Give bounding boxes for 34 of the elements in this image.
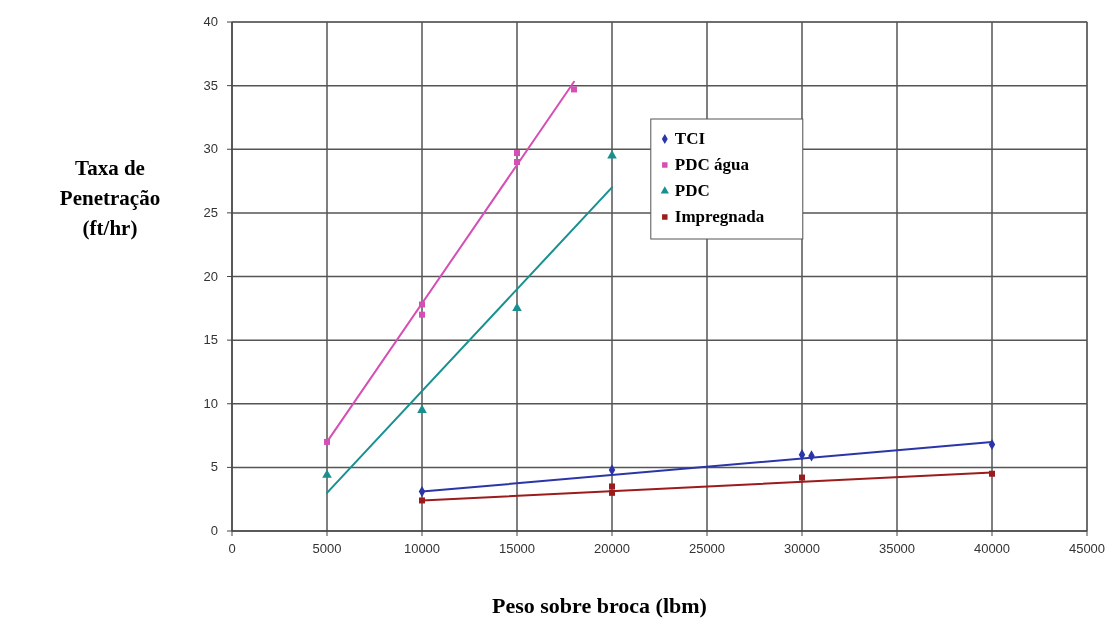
point xyxy=(799,474,805,481)
y-axis-title: Taxa de Penetração (ft/hr) xyxy=(59,156,161,240)
y-tick-label: 10 xyxy=(203,395,218,411)
point xyxy=(417,404,427,413)
legend-label: Impregnada xyxy=(674,207,765,226)
x-tick-label: 45000 xyxy=(1068,541,1106,556)
point xyxy=(419,311,425,318)
legend-label: TCI xyxy=(674,129,706,148)
legend-label: PDC água xyxy=(674,155,750,174)
x-tick-label: 5000 xyxy=(312,541,342,556)
x-tick-label: 30000 xyxy=(783,541,821,556)
point xyxy=(607,150,617,159)
point xyxy=(514,150,520,157)
y-tick-label: 35 xyxy=(203,77,218,93)
x-tick-label: 15000 xyxy=(498,541,536,556)
x-axis-title: Peso sobre broca (lbm) xyxy=(492,593,707,618)
x-tick-label: 40000 xyxy=(973,541,1011,556)
point xyxy=(571,86,577,93)
y-tick-label: 40 xyxy=(203,14,218,29)
x-tick-label: 10000 xyxy=(403,541,441,556)
point xyxy=(322,469,332,478)
y-tick-label: 15 xyxy=(203,332,218,348)
y-tick-label: 5 xyxy=(210,459,218,475)
y-tick-label: 25 xyxy=(203,204,218,220)
point xyxy=(609,483,615,490)
y-tick-label: 20 xyxy=(203,268,218,284)
x-tick-label: 35000 xyxy=(878,541,916,556)
legend-label: PDC xyxy=(674,181,710,200)
x-tick-label: 0 xyxy=(228,541,236,556)
y-tick-label: 30 xyxy=(203,141,218,157)
y-tick-label: 0 xyxy=(210,523,218,538)
x-tick-label: 25000 xyxy=(688,541,726,556)
x-tick-label: 20000 xyxy=(593,541,631,556)
point xyxy=(512,302,522,312)
